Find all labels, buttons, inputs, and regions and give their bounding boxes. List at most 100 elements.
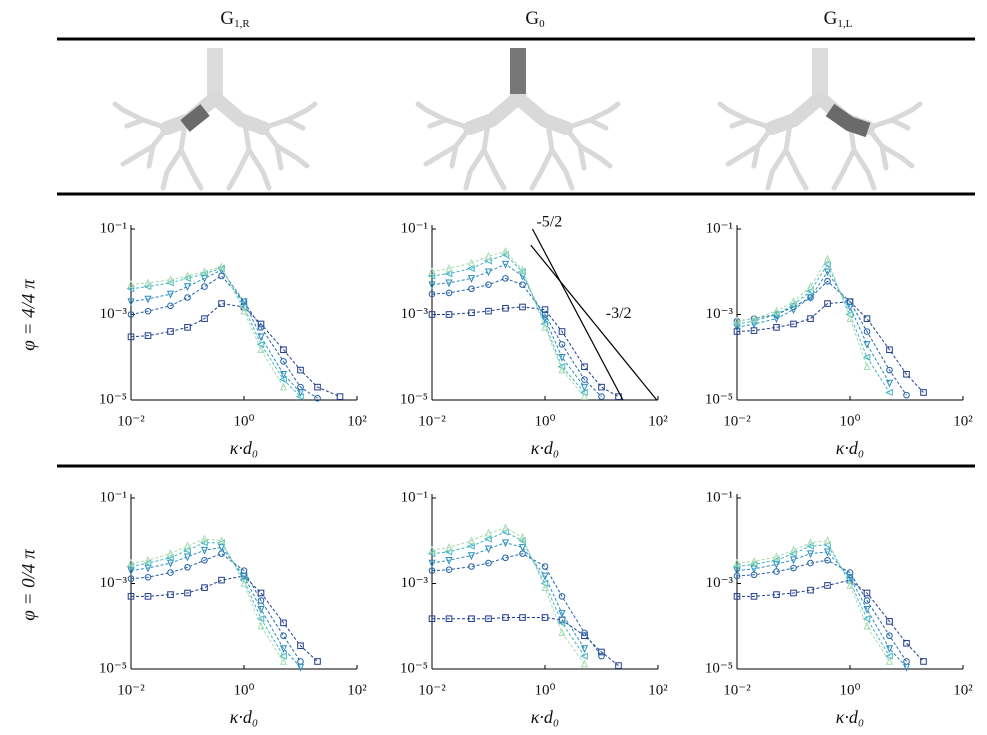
marker (558, 328, 566, 335)
column-title-sub: 0 (539, 18, 545, 30)
marker (218, 576, 225, 584)
marker (580, 645, 589, 654)
marker (280, 358, 287, 365)
marker (445, 556, 453, 565)
marker (541, 315, 549, 324)
marker (484, 268, 493, 277)
series-line (131, 575, 318, 662)
marker (806, 538, 815, 547)
series-line (737, 579, 924, 662)
marker (257, 324, 265, 331)
marker (902, 663, 911, 672)
lung-image (418, 48, 618, 188)
marker (502, 554, 509, 562)
marker (127, 575, 135, 582)
marker (863, 341, 871, 349)
marker (445, 615, 453, 623)
marker (280, 632, 287, 640)
marker (468, 285, 475, 293)
marker (807, 586, 814, 594)
marker (297, 642, 304, 650)
marker (280, 619, 287, 627)
series-line (431, 553, 602, 657)
series-line (130, 267, 301, 397)
marker (518, 544, 527, 552)
marker (428, 290, 436, 298)
marker (297, 366, 304, 374)
marker (772, 552, 781, 561)
marker (336, 393, 344, 400)
column-title: G0 (525, 8, 545, 29)
row-label: φ = 0/4 π (18, 549, 39, 621)
marker (862, 615, 871, 623)
marker (598, 648, 605, 656)
column-title-main: G (525, 8, 539, 29)
series-line (130, 266, 284, 388)
marker (885, 379, 894, 388)
series-line (736, 257, 868, 367)
marker (823, 268, 832, 277)
marker (445, 542, 453, 551)
marker (278, 376, 287, 384)
marker (884, 388, 893, 397)
marker (144, 307, 152, 315)
marker (771, 556, 780, 564)
marker (296, 389, 305, 397)
marker (126, 562, 135, 571)
marker (144, 278, 152, 287)
y-tick-label: 10⁻⁵ (400, 391, 428, 407)
marker (167, 302, 174, 310)
x-tick-label: 10⁰ (233, 413, 254, 429)
marker (257, 597, 265, 604)
marker (428, 267, 436, 276)
series-line (736, 270, 890, 384)
marker (733, 316, 741, 325)
y-tick-label: 10⁻¹ (401, 220, 428, 236)
marker (314, 383, 321, 391)
series-line (431, 263, 585, 388)
marker (201, 556, 208, 564)
marker (581, 376, 588, 383)
marker (127, 593, 135, 600)
marker (183, 553, 192, 562)
x-tick-label: 10⁻² (117, 413, 145, 429)
marker (257, 621, 265, 630)
y-tick-label: 10⁻³ (706, 306, 734, 322)
x-tick-label: 10⁻² (418, 413, 446, 429)
marker (580, 659, 589, 668)
marker (807, 315, 814, 322)
marker (733, 558, 741, 567)
marker (541, 614, 549, 621)
marker (501, 246, 510, 255)
marker (863, 328, 871, 335)
series-line (130, 275, 318, 399)
marker (257, 589, 265, 597)
panel: 10⁻² 10⁰ 10² 10⁻⁵ 10⁻³ 10⁻¹ κ·d₀ (400, 489, 668, 727)
marker (885, 645, 894, 654)
marker (166, 559, 175, 568)
x-axis-label: κ·d₀ (230, 707, 258, 727)
marker (558, 365, 566, 374)
marker (501, 539, 510, 548)
marker (790, 320, 797, 328)
marker (518, 265, 527, 274)
marker (903, 370, 910, 378)
x-axis-label: κ·d₀ (230, 438, 258, 458)
marker (806, 294, 815, 302)
marker (886, 346, 893, 354)
marker (579, 652, 588, 660)
row-label: φ = 4/4 π (18, 279, 39, 351)
marker (257, 333, 265, 342)
column-title: G1,L (824, 8, 853, 29)
marker (428, 311, 436, 318)
panel: 10⁻² 10⁰ 10² 10⁻⁵ 10⁻³ 10⁻¹ κ·d₀ (99, 220, 367, 458)
x-tick-label: 10² (953, 413, 973, 429)
marker (502, 304, 509, 312)
marker (501, 523, 510, 532)
marker (541, 583, 549, 591)
marker (541, 563, 549, 570)
marker (519, 614, 526, 621)
marker (184, 589, 191, 597)
x-tick-label: 10⁰ (839, 413, 860, 429)
